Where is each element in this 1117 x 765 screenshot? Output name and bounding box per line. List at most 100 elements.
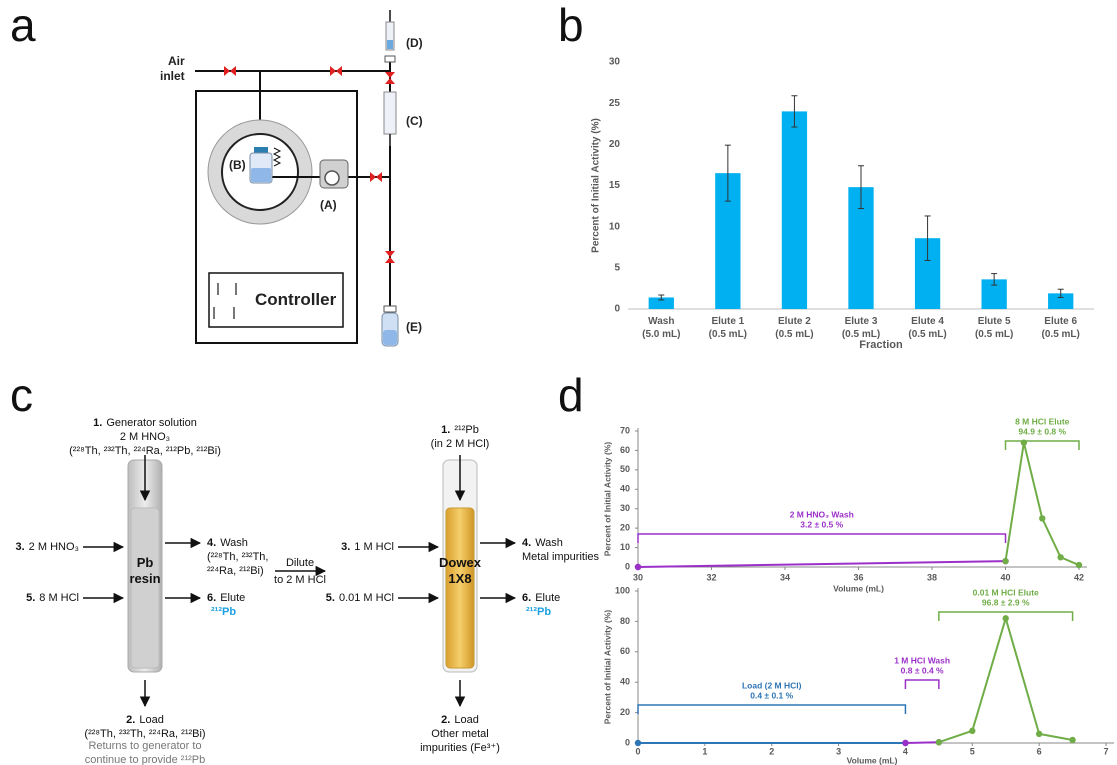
step-label: 1. Generator solution [93, 416, 197, 430]
y-tick-label: 80 [620, 616, 630, 626]
x-tick-label: Elute 4 (0.5 mL) [908, 316, 947, 340]
x-tick-label: Elute 5 (0.5 mL) [974, 316, 1014, 340]
annotation: 3.2 ± 0.5 % [800, 519, 843, 529]
x-tick-label: 1 [702, 746, 707, 756]
x-tick-label: Elute 6 (0.5 mL) [1041, 316, 1080, 340]
part-label: (B) [229, 158, 246, 172]
step-text: Load [139, 714, 164, 726]
annotation: 8 M HCl Elute [1015, 416, 1070, 426]
separation-diagram [127, 459, 478, 673]
y-tick-label: 40 [620, 677, 630, 687]
y-tick-label: 10 [620, 542, 630, 552]
series-line [1004, 442, 1080, 566]
step-label: 5. 0.01 M HCl [326, 591, 394, 605]
column-name: Pb [136, 555, 154, 570]
y-tick-label: 20 [620, 707, 630, 717]
x-tick-label: Elute 2 (0.5 mL) [775, 316, 814, 340]
x-tick-label: 3 [836, 746, 841, 756]
y-tick-label: 60 [620, 646, 630, 656]
bar [781, 111, 808, 310]
step-text: Other metal [431, 728, 489, 740]
step-label: 1. ²¹²Pb [441, 423, 479, 437]
step-note: continue to provide ²¹²Pb [84, 754, 206, 765]
step-label: 6. Elute [207, 591, 245, 605]
data-point [1002, 615, 1009, 622]
step-text: Wash [220, 537, 248, 549]
y-tick-label: 20 [620, 523, 630, 533]
x-axis-label: Volume (mL) [847, 755, 898, 765]
step-text: 1 M HCl [354, 541, 394, 553]
data-point [935, 739, 943, 746]
step-number: 6. [522, 592, 532, 604]
x-tick-label: 40 [1000, 572, 1010, 582]
step-text: ²¹²Pb [526, 606, 552, 618]
y-axis-label: Percent of Initial Activity (%) [602, 610, 612, 725]
data-point [1057, 554, 1064, 561]
bracket [1004, 440, 1080, 450]
step-label: 3. 1 M HCl [341, 540, 394, 554]
x-tick-label: 5 [970, 746, 975, 756]
step-number: 2. [126, 714, 136, 726]
x-tick-label: 30 [633, 572, 643, 582]
step-text: impurities (Fe³⁺) [420, 742, 500, 754]
y-tick-label: 25 [609, 98, 621, 109]
panel-label: b [558, 0, 584, 51]
data-point [634, 563, 642, 571]
data-point [902, 739, 909, 747]
y-tick-label: 0 [625, 737, 630, 747]
y-tick-label: 0 [625, 561, 630, 571]
data-point [1002, 557, 1009, 565]
bar [1048, 293, 1074, 309]
step-label: 2. Load [441, 713, 479, 727]
x-tick-label: 2 [769, 746, 774, 756]
step-label: 5. 8 M HCl [26, 591, 79, 605]
y-axis-label: Percent of Initial Activity (%) [591, 118, 602, 253]
step-label: 3. 2 M HNO₃ [15, 540, 79, 554]
step-text: (²²⁸Th, ²³²Th, ²²⁴Ra, ²¹²Pb, ²¹²Bi) [69, 445, 221, 457]
column-name: resin [129, 571, 161, 586]
part-label: (A) [320, 198, 337, 212]
y-axis-label: Percent of Initial Activity (%) [602, 442, 612, 557]
step-text: Wash [535, 537, 563, 549]
y-tick-label: 40 [620, 484, 630, 494]
x-tick-label: Elute 1 (0.5 mL) [708, 316, 748, 340]
panel-label: a [10, 0, 36, 51]
step-text: Load [454, 714, 479, 726]
step-text: ²²⁴Ra, ²¹²Bi) [207, 565, 264, 577]
panel-label: c [10, 369, 33, 421]
y-tick-label: 15 [609, 180, 621, 191]
step-text: ²¹²Pb [454, 424, 479, 436]
step-label: 2. Load [126, 713, 164, 727]
x-tick-label: 42 [1074, 572, 1084, 582]
annotation: 1 M HCl Wash [894, 655, 950, 665]
y-tick-label: 30 [620, 503, 630, 513]
annotation: 0.8 ± 0.4 % [901, 665, 944, 675]
series-line [938, 614, 1073, 744]
y-tick-label: 10 [609, 221, 621, 232]
y-tick-label: 100 [615, 585, 630, 595]
annotation: 94.9 ± 0.8 % [1018, 426, 1066, 436]
step-text: (in 2 M HCl) [430, 438, 490, 450]
data-point [1069, 736, 1076, 744]
series-line [905, 741, 939, 744]
step-text: 2 M HNO₃ [119, 431, 171, 443]
y-tick-label: 0 [614, 304, 620, 315]
y-tick-label: 70 [620, 425, 630, 435]
x-tick-label: 32 [706, 572, 716, 582]
step-number: 6. [207, 592, 217, 604]
step-text: 0.01 M HCl [338, 592, 394, 604]
step-text: ²¹²Pb [211, 606, 237, 618]
bracket [938, 611, 1074, 621]
data-point [634, 739, 642, 747]
step-number: 1. [441, 424, 451, 436]
annotation: Load (2 M HCl) [742, 680, 802, 690]
data-point [1039, 515, 1046, 522]
step-text: 8 M HCl [39, 592, 79, 604]
step-text: Generator solution [106, 417, 197, 429]
bracket [637, 704, 907, 714]
step-number: 1. [93, 417, 103, 429]
data-point [1035, 730, 1043, 738]
step-number: 4. [207, 537, 217, 549]
x-tick-label: 4 [903, 746, 908, 756]
x-tick-label: Wash (5.0 mL) [642, 316, 681, 340]
